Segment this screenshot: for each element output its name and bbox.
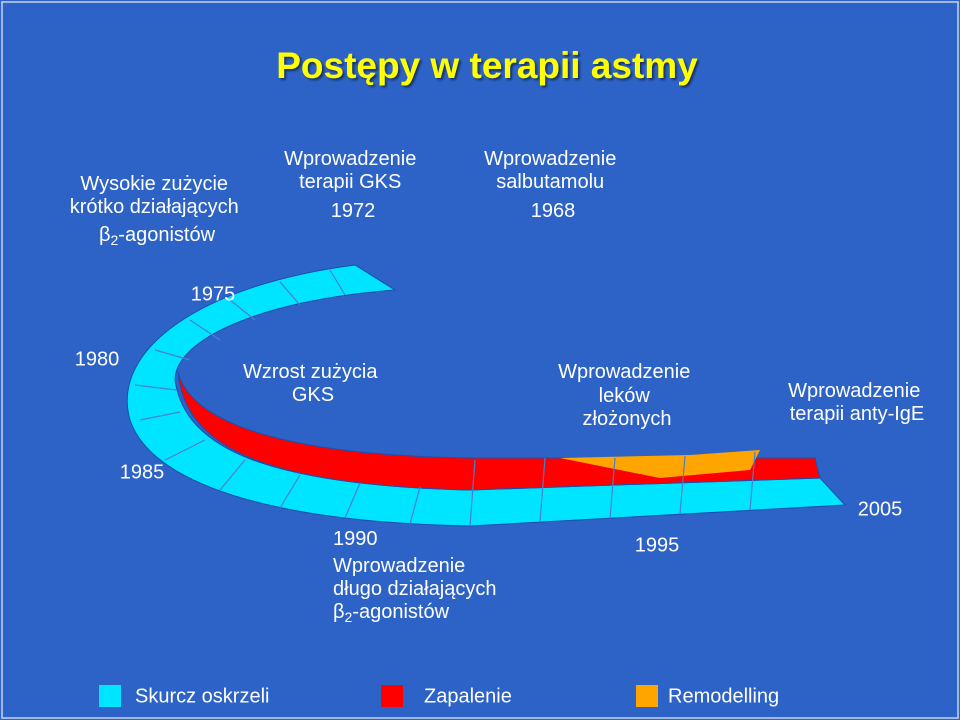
legend-swatch — [381, 685, 403, 707]
text-line: długo działających — [333, 578, 496, 600]
legend-label: Remodelling — [668, 685, 779, 707]
legend-label: Skurcz oskrzeli — [135, 685, 269, 707]
legend-label: Zapalenie — [424, 685, 512, 707]
annotation: Wprowadzenie leków złożonych — [558, 361, 696, 430]
year-label: 1995 — [635, 534, 680, 556]
title: Postępy w terapii astmy — [276, 45, 698, 86]
text-line: krótko działających — [70, 196, 239, 218]
text-line: 1990 — [333, 528, 378, 550]
band-dividers — [134, 269, 756, 527]
text-line: β — [99, 224, 111, 246]
text-line: złożonych — [583, 408, 672, 430]
text-line: Wprowadzenie — [284, 148, 416, 170]
year-label: 1975 — [191, 283, 236, 305]
annotation: Wzrost zużycia GKS — [243, 361, 383, 406]
text-line: Wprowadzenie — [333, 555, 465, 577]
text-line: salbutamolu — [496, 171, 604, 193]
year-label: 2005 — [858, 498, 903, 520]
text-line: Wprowadzenie — [788, 380, 920, 402]
text-line: 1968 — [531, 200, 576, 222]
year-label: 1985 — [120, 461, 165, 483]
text-line: β — [333, 601, 345, 623]
text-line: Wprowadzenie — [484, 148, 616, 170]
text-line: -agonistów — [118, 224, 215, 246]
text-line: GKS — [292, 384, 334, 406]
text-line: terapii anty-IgE — [790, 403, 925, 425]
text-line: -agonistów — [352, 601, 449, 623]
text-line: 1972 — [331, 200, 376, 222]
text-line: 2 — [111, 232, 119, 248]
text-line: Wzrost zużycia — [243, 361, 378, 383]
annotation: Wysokie zużycie krótko działających β2-a… — [70, 173, 245, 247]
legend-swatch — [99, 685, 121, 707]
text-line: Wysokie zużycie — [80, 173, 228, 195]
text-line: leków — [599, 385, 651, 407]
text-line: 2 — [345, 609, 353, 625]
text-line: terapii GKS — [299, 171, 401, 193]
annotation: Wprowadzenie terapii anty-IgE — [788, 380, 926, 425]
annotation: Wprowadzenie terapii GKS 1972 — [284, 148, 422, 222]
text-line: Wprowadzenie — [558, 361, 690, 383]
year-label: 1980 — [75, 348, 120, 370]
annotation: 1990 Wprowadzenie długo działających β2-… — [333, 528, 502, 624]
annotation: Wprowadzenie salbutamolu 1968 — [484, 148, 622, 222]
legend-swatch — [636, 685, 658, 707]
bronchospasm-band — [126, 264, 847, 527]
remodelling-band — [560, 450, 760, 478]
